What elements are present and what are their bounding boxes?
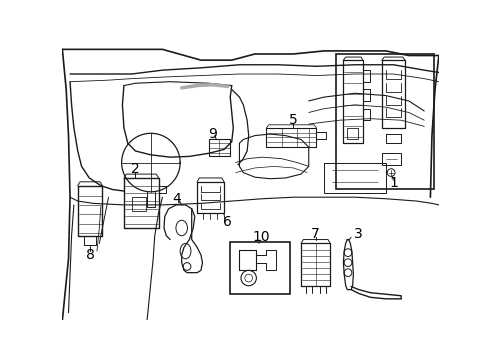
Text: 1: 1 — [388, 176, 397, 190]
Text: 3: 3 — [354, 227, 363, 241]
Bar — [346, 128, 357, 139]
Bar — [131, 197, 145, 211]
Text: 7: 7 — [311, 227, 320, 241]
Text: 10: 10 — [252, 230, 269, 244]
Bar — [208, 139, 230, 156]
Text: 6: 6 — [223, 215, 232, 229]
Text: 4: 4 — [172, 192, 180, 206]
Text: 2: 2 — [131, 162, 140, 176]
Text: 9: 9 — [207, 127, 217, 141]
Bar — [335, 54, 433, 189]
Text: 8: 8 — [85, 248, 94, 262]
Bar — [230, 242, 290, 294]
Text: 5: 5 — [288, 113, 297, 127]
